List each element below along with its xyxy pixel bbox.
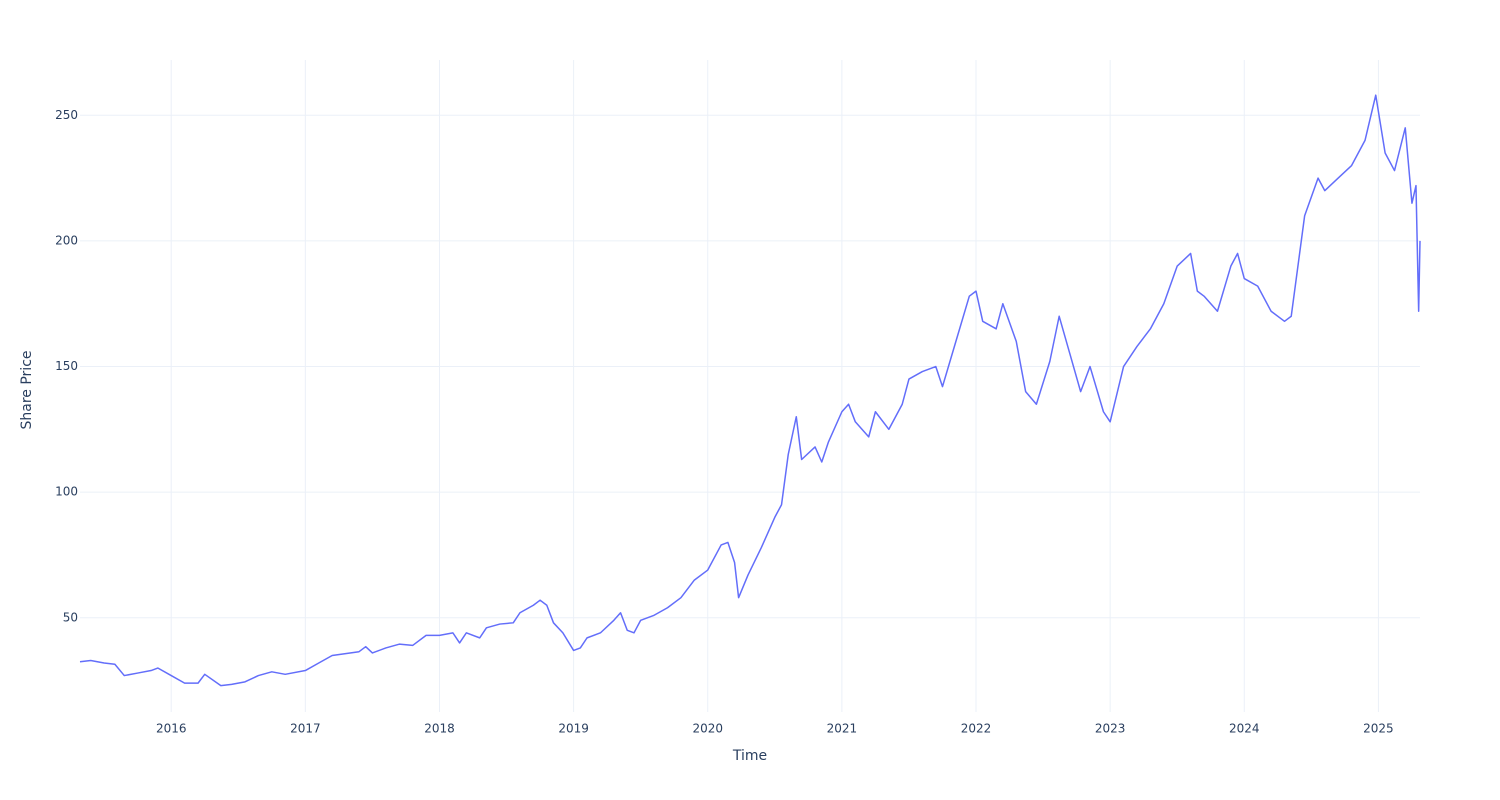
x-tick-label: 2022 — [961, 722, 992, 736]
y-tick-label: 200 — [55, 233, 78, 247]
y-tick-label: 50 — [63, 610, 78, 624]
x-tick-label: 2019 — [558, 722, 589, 736]
x-tick-label: 2017 — [290, 722, 321, 736]
y-tick-label: 150 — [55, 359, 78, 373]
price-line — [79, 94, 1421, 687]
y-axis-title: Share Price — [19, 350, 35, 429]
x-tick-label: 2025 — [1363, 722, 1394, 736]
x-tick-label: 2016 — [156, 722, 187, 736]
y-tick-label: 100 — [55, 485, 78, 499]
x-tick-label: 2021 — [827, 722, 858, 736]
x-tick-label: 2018 — [424, 722, 455, 736]
x-tick-label: 2023 — [1095, 722, 1126, 736]
y-tick-label: 250 — [55, 108, 78, 122]
x-tick-label: 2020 — [692, 722, 723, 736]
x-tick-label: 2024 — [1229, 722, 1260, 736]
x-axis-title: Time — [732, 748, 767, 764]
